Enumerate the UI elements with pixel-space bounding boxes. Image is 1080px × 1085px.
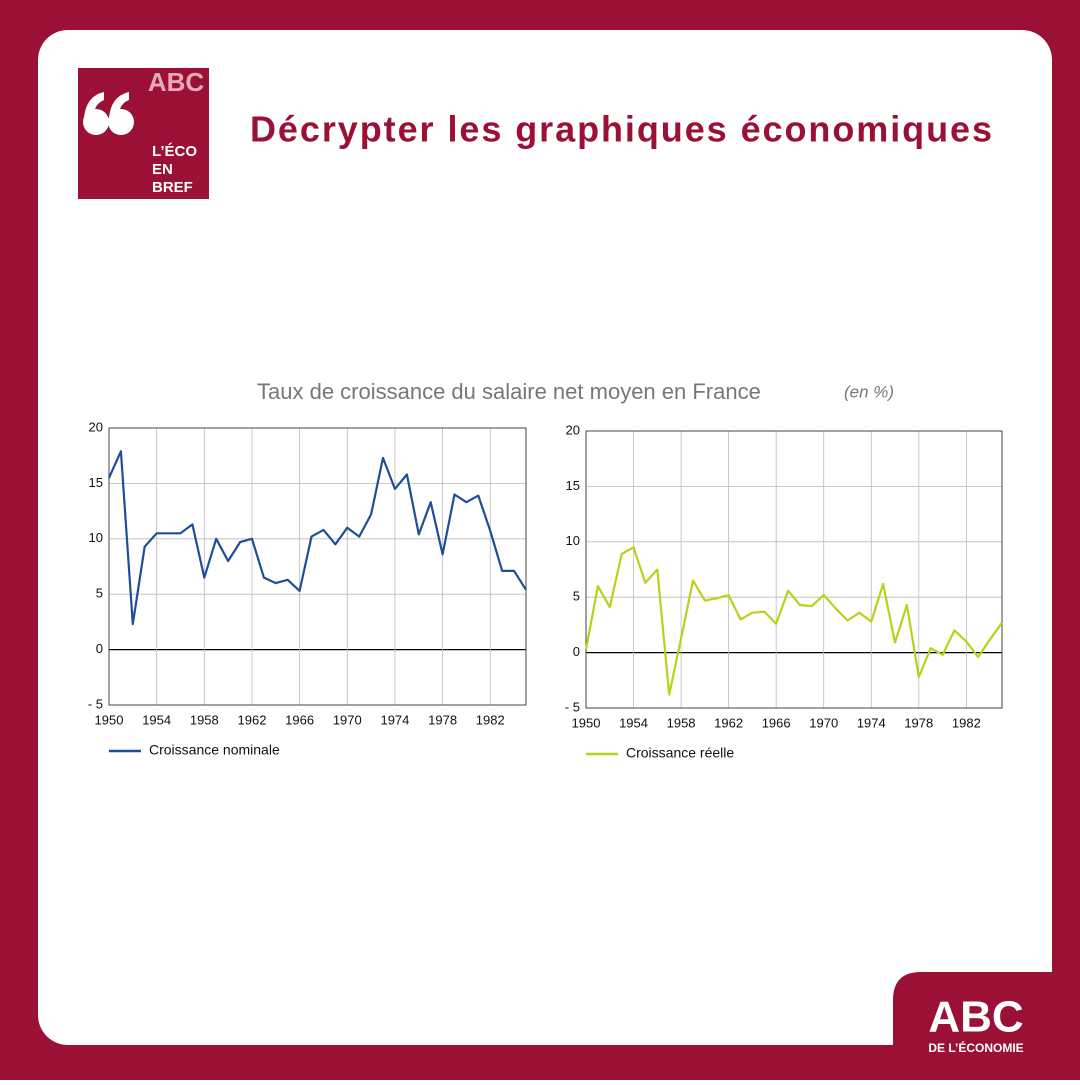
logo-line: EN: [152, 161, 173, 178]
y-tick-label: 15: [566, 478, 580, 493]
legend-label: Croissance réelle: [626, 745, 734, 761]
x-tick-label: 1958: [667, 715, 696, 730]
y-tick-label: - 5: [88, 696, 103, 711]
logo-line: L’ÉCO: [152, 143, 197, 160]
x-tick-label: 1982: [476, 712, 505, 727]
panel: [38, 30, 1052, 1045]
y-tick-label: 20: [566, 422, 580, 437]
y-tick-label: 10: [89, 530, 103, 545]
x-tick-label: 1962: [238, 712, 267, 727]
x-tick-label: 1954: [142, 712, 171, 727]
x-tick-label: 1974: [857, 715, 886, 730]
page-title: Décrypter les graphiques économiques: [250, 109, 992, 150]
y-tick-label: 20: [89, 419, 103, 434]
x-tick-label: 1954: [619, 715, 648, 730]
line-series: [107, 450, 527, 626]
legend-label: Croissance nominale: [149, 742, 280, 758]
x-tick-label: 1982: [952, 715, 981, 730]
x-tick-label: 1970: [809, 715, 838, 730]
x-tick-label: 1950: [572, 715, 601, 730]
x-tick-label: 1962: [714, 715, 743, 730]
y-tick-label: 15: [89, 475, 103, 490]
plot-frame: [108, 427, 527, 706]
x-tick-label: 1966: [285, 712, 314, 727]
x-tick-label: 1978: [428, 712, 457, 727]
y-tick-label: 0: [573, 644, 580, 659]
x-tick-label: 1958: [190, 712, 219, 727]
x-tick-label: 1950: [95, 712, 124, 727]
y-tick-label: 5: [96, 586, 103, 601]
footer-logo-box: [893, 972, 1052, 1080]
y-tick-label: 10: [566, 533, 580, 548]
x-tick-label: 1978: [904, 715, 933, 730]
quote-icon: [83, 92, 134, 135]
figure-unit: (en %): [844, 382, 894, 401]
footer-logo-text: DE L’ÉCONOMIE: [928, 1040, 1023, 1055]
logo-line: BREF: [152, 179, 193, 196]
y-tick-label: - 5: [565, 699, 580, 714]
figure-title: Taux de croissance du salaire net moyen …: [257, 379, 761, 404]
footer-logo-mark: ABC: [928, 993, 1023, 1042]
x-tick-label: 1970: [333, 712, 362, 727]
y-tick-label: 5: [573, 589, 580, 604]
logo-mark: ABC: [148, 67, 205, 97]
line-series: [584, 546, 1003, 696]
plot-frame: [585, 430, 1003, 709]
y-tick-label: 0: [96, 641, 103, 656]
x-tick-label: 1974: [380, 712, 409, 727]
x-tick-label: 1966: [762, 715, 791, 730]
